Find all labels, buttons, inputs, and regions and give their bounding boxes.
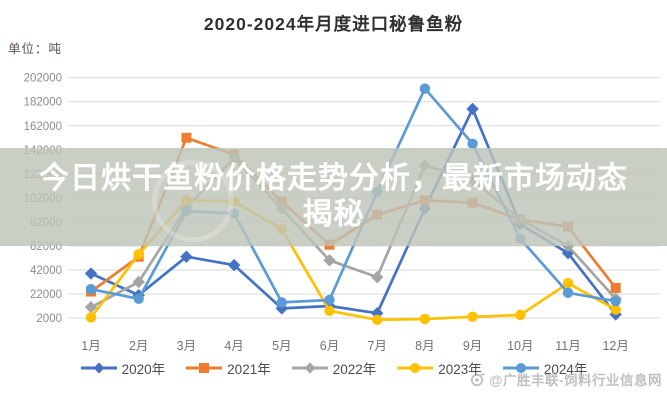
x-tick-label: 12月 bbox=[602, 339, 628, 353]
legend-label: 2024年 bbox=[543, 362, 588, 377]
y-tick-label: 42000 bbox=[30, 265, 62, 277]
watermark-text: @广胜丰联-饲料行业信息网 bbox=[489, 373, 662, 388]
y-tick-label: 2000 bbox=[36, 313, 62, 325]
x-tick-label: 8月 bbox=[415, 339, 434, 353]
camera-icon bbox=[471, 373, 486, 387]
y-tick-label: 202000 bbox=[24, 73, 62, 85]
faint-watermark-circle bbox=[152, 160, 234, 242]
legend-item-2024年: 2024年 bbox=[502, 358, 588, 378]
headline-line2: 揭秘 bbox=[302, 198, 365, 231]
circle-marker-icon bbox=[397, 363, 434, 373]
y-tick-label: 162000 bbox=[24, 121, 62, 133]
x-tick-label: 7月 bbox=[367, 339, 386, 353]
site-watermark: @广胜丰联-饲料行业信息网 bbox=[470, 369, 662, 389]
headline-overlay-banner: 今日烘干鱼粉价格走势分析，最新市场动态 揭秘 bbox=[0, 148, 667, 246]
x-tick-label: 3月 bbox=[177, 339, 196, 353]
legend-label: 2022年 bbox=[332, 362, 377, 377]
x-tick-label: 5月 bbox=[272, 339, 291, 353]
x-tick-label: 10月 bbox=[507, 339, 533, 353]
legend-item-2023年: 2023年 bbox=[396, 358, 482, 378]
y-tick-label: 22000 bbox=[30, 289, 62, 301]
x-tick-label: 1月 bbox=[81, 339, 100, 353]
diamond-marker-icon bbox=[80, 362, 117, 374]
square-marker-icon bbox=[186, 363, 223, 373]
legend-label: 2020年 bbox=[121, 362, 166, 377]
x-tick-label: 11月 bbox=[555, 339, 580, 353]
y-tick-label: 182000 bbox=[24, 97, 62, 109]
diamond-marker-icon bbox=[291, 362, 328, 374]
legend-item-2020年: 2020年 bbox=[80, 358, 166, 378]
x-tick-label: 2月 bbox=[129, 339, 148, 353]
legend-label: 2023年 bbox=[438, 362, 482, 377]
legend-item-2022年: 2022年 bbox=[291, 358, 377, 378]
legend: 2020年 2021年 2022年 2023年 2024年 bbox=[0, 358, 667, 378]
x-tick-label: 4月 bbox=[224, 339, 243, 353]
legend-label: 2021年 bbox=[227, 362, 271, 377]
headline-line1: 今日烘干鱼粉价格走势分析，最新市场动态 bbox=[39, 162, 628, 195]
legend-item-2021年: 2021年 bbox=[185, 358, 271, 378]
x-tick-label: 6月 bbox=[320, 339, 339, 353]
circle-marker-icon bbox=[502, 363, 539, 373]
x-tick-label: 9月 bbox=[463, 339, 482, 353]
unit-label: 单位：吨 bbox=[8, 42, 63, 56]
chart-title: 2020-2024年月度进口秘鲁鱼粉 bbox=[203, 14, 464, 34]
